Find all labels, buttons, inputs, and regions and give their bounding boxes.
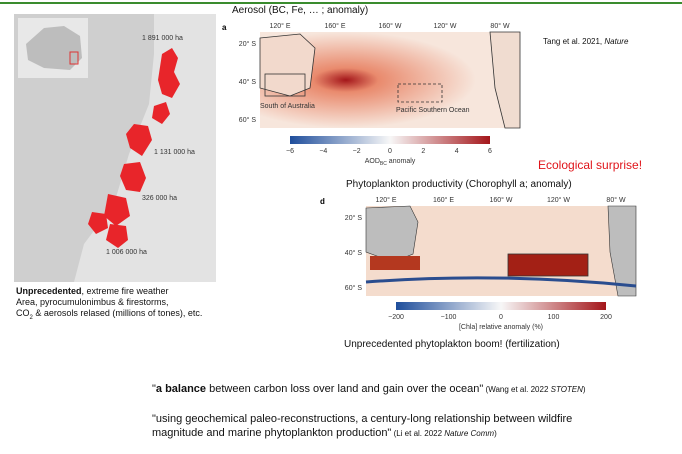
phyto-map: d 120° E 160° E 160° W 120° W 80° W 20° S 40° …: [320, 196, 637, 331]
area-label: 1 131 000 ha: [154, 149, 195, 156]
label-part: AOD: [365, 158, 380, 165]
area-label: 1 891 000 ha: [142, 35, 183, 42]
fire-map: 1 891 000 ha 1 131 000 ha 326 000 ha 1 0…: [14, 14, 216, 282]
phyto-caption: Unprecedented phytoplakton boom! (fertil…: [344, 339, 560, 350]
colorbar-tick: 100: [548, 314, 560, 321]
colorbar-tick: 200: [600, 314, 612, 321]
colorbar-tick: −100: [441, 314, 457, 321]
quote: "a balance between carbon loss over land…: [152, 383, 586, 395]
colorbar-tick: −200: [388, 314, 404, 321]
lat-label: 40° S: [239, 78, 257, 86]
colorbar-tick: 6: [488, 148, 492, 155]
ref-text: (Wang et al. 2022: [483, 385, 551, 394]
colorbar-tick: 0: [499, 314, 503, 321]
quote-text: between carbon loss over land and gain o…: [206, 383, 484, 395]
lon-label: 120° E: [375, 196, 396, 204]
colorbar: [290, 136, 490, 144]
aerosol-map: South of Australia Pacific Southern Ocea…: [222, 22, 521, 167]
lon-label: 120° W: [433, 22, 456, 30]
ref-journal: Nature Comm: [444, 429, 495, 438]
phyto-title: Phytoplankton productivity (Chorophyll a…: [346, 179, 572, 190]
citation: Tang et al. 2021, Nature: [543, 37, 628, 46]
top-rule: [0, 2, 682, 4]
quote-ref: (Li et al. 2022 Nature Comm): [391, 429, 497, 438]
quote-text: ": [152, 383, 156, 395]
colorbar-tick: −6: [286, 148, 294, 155]
quote-bold: a balance: [155, 383, 207, 395]
ref-journal: STOTEN: [550, 385, 583, 394]
colorbar: [396, 302, 606, 310]
ref-text: ): [494, 429, 497, 438]
fire-caption: Unprecedented, extreme fire weather Area…: [16, 286, 202, 324]
caption-sub: 2: [29, 314, 33, 321]
lon-label: 160° E: [324, 22, 345, 30]
quote-text: "using geochemical paleo-reconstructions…: [152, 413, 573, 439]
panel-letter: a: [222, 23, 227, 32]
caption-text: CO: [16, 308, 30, 318]
colorbar-tick: −2: [353, 148, 361, 155]
quote-ref: (Wang et al. 2022 STOTEN): [483, 385, 586, 394]
caption-text: , extreme fire weather: [81, 286, 169, 296]
area-label: 1 006 000 ha: [106, 249, 147, 256]
colorbar-tick: −4: [319, 148, 327, 155]
label-part: BC: [380, 161, 387, 167]
lat-label: 20° S: [345, 214, 363, 222]
region-label: South of Australia: [260, 103, 315, 110]
aerosol-title: Aerosol (BC, Fe, … ; anomaly): [232, 5, 369, 16]
citation-journal: Nature: [604, 37, 629, 46]
caption-text: & aerosols relased (millions of tones), …: [32, 308, 203, 318]
caption-bold: Unprecedented: [16, 286, 82, 296]
label-part: anomaly: [387, 158, 416, 165]
colorbar-tick: 4: [455, 148, 459, 155]
lon-label: 120° E: [269, 22, 290, 30]
region-label: Pacific Southern Ocean: [396, 107, 470, 114]
lat-label: 20° S: [239, 40, 257, 48]
colorbar-label: AODBC anomaly: [365, 158, 416, 167]
colorbar-tick: 2: [421, 148, 425, 155]
lon-label: 80° W: [490, 22, 510, 30]
lon-label: 160° W: [489, 196, 512, 204]
label-part: [Chla] relative anomaly (%): [459, 324, 543, 331]
ref-text: ): [582, 385, 586, 394]
lat-label: 60° S: [239, 116, 257, 124]
lon-label: 160° E: [433, 196, 454, 204]
lat-label: 60° S: [345, 284, 363, 292]
area-label: 326 000 ha: [142, 195, 177, 202]
citation-text: Tang et al. 2021,: [543, 37, 605, 46]
lat-label: 40° S: [345, 249, 363, 257]
lon-label: 120° W: [547, 196, 570, 204]
lon-label: 80° W: [606, 196, 626, 204]
surprise: Ecological surprise!: [538, 158, 643, 172]
panel-letter: d: [320, 197, 325, 206]
caption-text: Area, pyrocumulonimbus & firestorms,: [16, 297, 169, 307]
ref-text: (Li et al. 2022: [391, 429, 445, 438]
colorbar-tick: 0: [388, 148, 392, 155]
colorbar-label: [Chla] relative anomaly (%): [459, 324, 543, 331]
quote: "using geochemical paleo-reconstructions…: [152, 412, 592, 441]
lon-label: 160° W: [378, 22, 401, 30]
